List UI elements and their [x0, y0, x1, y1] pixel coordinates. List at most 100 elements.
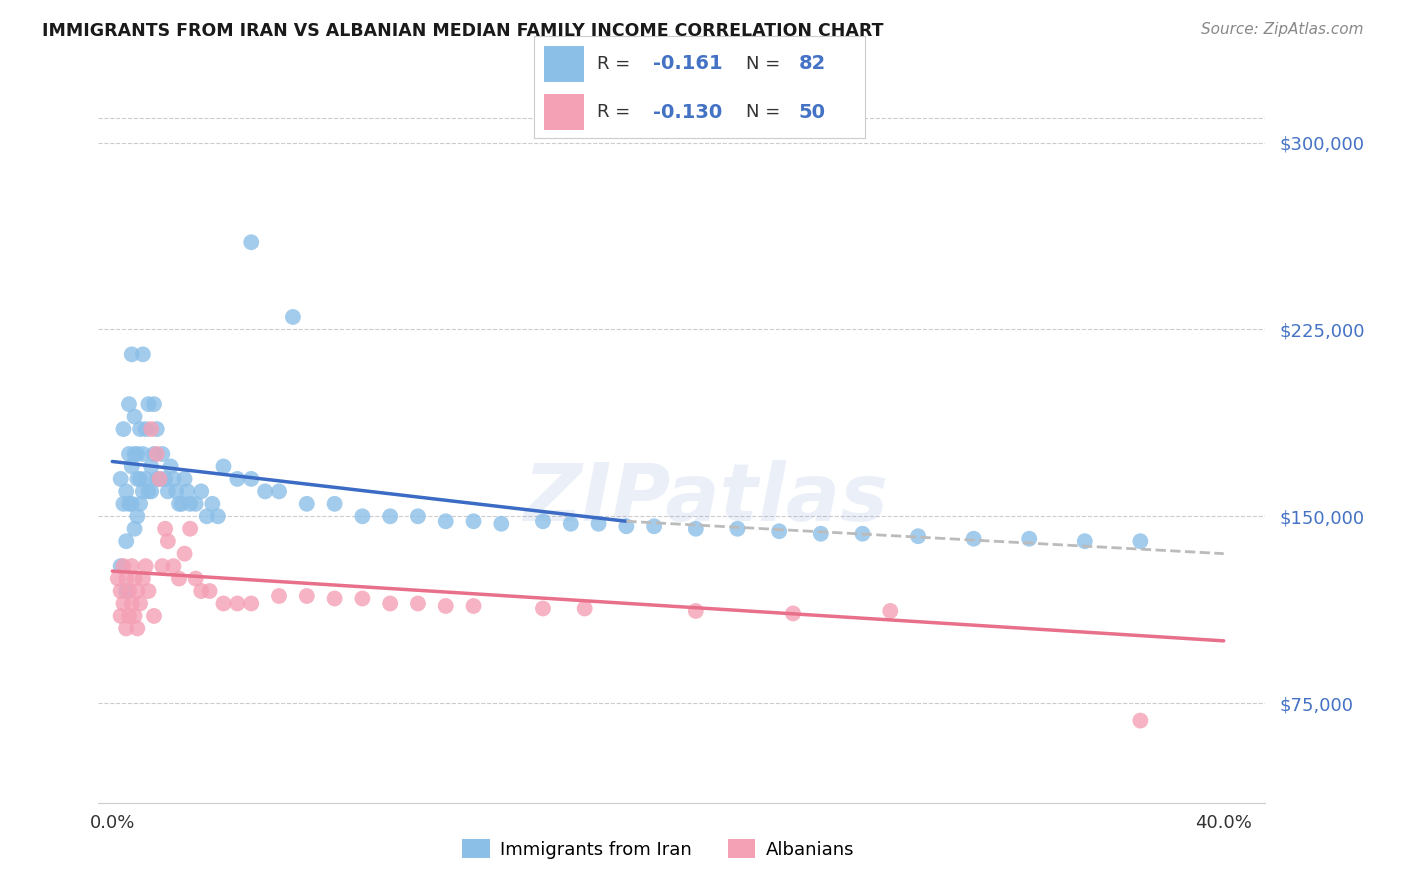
- Point: [143, 447, 166, 461]
- Point: [110, 559, 132, 574]
- Point: [127, 584, 149, 599]
- Point: [463, 514, 485, 528]
- Point: [118, 497, 141, 511]
- Point: [176, 484, 198, 499]
- Point: [406, 509, 429, 524]
- Point: [121, 597, 143, 611]
- Point: [110, 584, 132, 599]
- Point: [129, 497, 152, 511]
- Point: [167, 497, 190, 511]
- Text: 82: 82: [799, 54, 825, 73]
- Point: [127, 509, 149, 524]
- Point: [352, 509, 374, 524]
- Point: [588, 516, 610, 531]
- Text: IMMIGRANTS FROM IRAN VS ALBANIAN MEDIAN FAMILY INCOME CORRELATION CHART: IMMIGRANTS FROM IRAN VS ALBANIAN MEDIAN …: [42, 22, 884, 40]
- Point: [295, 589, 318, 603]
- Point: [531, 601, 554, 615]
- Point: [115, 621, 138, 635]
- Point: [141, 422, 163, 436]
- Point: [143, 609, 166, 624]
- Point: [434, 514, 457, 528]
- Point: [685, 522, 707, 536]
- Point: [112, 422, 135, 436]
- Point: [135, 559, 157, 574]
- Point: [226, 472, 249, 486]
- Point: [129, 472, 152, 486]
- Point: [323, 591, 346, 606]
- Point: [167, 572, 190, 586]
- Point: [184, 497, 207, 511]
- Point: [165, 484, 187, 499]
- Point: [118, 397, 141, 411]
- Point: [156, 534, 179, 549]
- Point: [179, 522, 201, 536]
- Point: [148, 472, 170, 486]
- Text: R =: R =: [598, 55, 636, 73]
- Text: -0.161: -0.161: [654, 54, 723, 73]
- Text: ZIPatlas: ZIPatlas: [523, 460, 887, 539]
- Point: [531, 514, 554, 528]
- Point: [115, 484, 138, 499]
- Text: Source: ZipAtlas.com: Source: ZipAtlas.com: [1201, 22, 1364, 37]
- Point: [195, 509, 218, 524]
- Point: [115, 572, 138, 586]
- Text: R =: R =: [598, 103, 636, 121]
- Point: [198, 584, 221, 599]
- Point: [212, 459, 235, 474]
- Point: [107, 572, 129, 586]
- Point: [907, 529, 929, 543]
- Point: [118, 584, 141, 599]
- Point: [768, 524, 790, 539]
- Point: [153, 472, 176, 486]
- Point: [156, 484, 179, 499]
- Text: N =: N =: [745, 103, 786, 121]
- Point: [129, 597, 152, 611]
- Point: [153, 522, 176, 536]
- Point: [380, 597, 402, 611]
- Point: [267, 589, 290, 603]
- Point: [138, 584, 160, 599]
- Point: [179, 497, 201, 511]
- Point: [138, 484, 160, 499]
- Point: [212, 597, 235, 611]
- Point: [135, 422, 157, 436]
- Point: [226, 597, 249, 611]
- FancyBboxPatch shape: [544, 95, 583, 130]
- Point: [574, 601, 596, 615]
- Point: [148, 472, 170, 486]
- Point: [124, 609, 146, 624]
- Point: [112, 597, 135, 611]
- Point: [162, 472, 184, 486]
- Point: [782, 607, 804, 621]
- Point: [129, 422, 152, 436]
- Point: [281, 310, 304, 324]
- Point: [121, 347, 143, 361]
- Point: [141, 459, 163, 474]
- Point: [1018, 532, 1040, 546]
- Point: [184, 572, 207, 586]
- Text: 50: 50: [799, 103, 825, 121]
- Point: [295, 497, 318, 511]
- Legend: Immigrants from Iran, Albanians: Immigrants from Iran, Albanians: [456, 832, 862, 866]
- Point: [173, 547, 195, 561]
- Point: [201, 497, 224, 511]
- Point: [810, 526, 832, 541]
- Point: [685, 604, 707, 618]
- Point: [173, 472, 195, 486]
- Point: [118, 447, 141, 461]
- Point: [323, 497, 346, 511]
- Point: [143, 397, 166, 411]
- Point: [150, 559, 173, 574]
- Point: [110, 609, 132, 624]
- Point: [1074, 534, 1097, 549]
- Point: [150, 447, 173, 461]
- Point: [879, 604, 901, 618]
- Point: [851, 526, 873, 541]
- Point: [1129, 714, 1152, 728]
- Point: [115, 584, 138, 599]
- Point: [380, 509, 402, 524]
- Point: [240, 472, 263, 486]
- Point: [115, 534, 138, 549]
- Point: [135, 472, 157, 486]
- Point: [110, 472, 132, 486]
